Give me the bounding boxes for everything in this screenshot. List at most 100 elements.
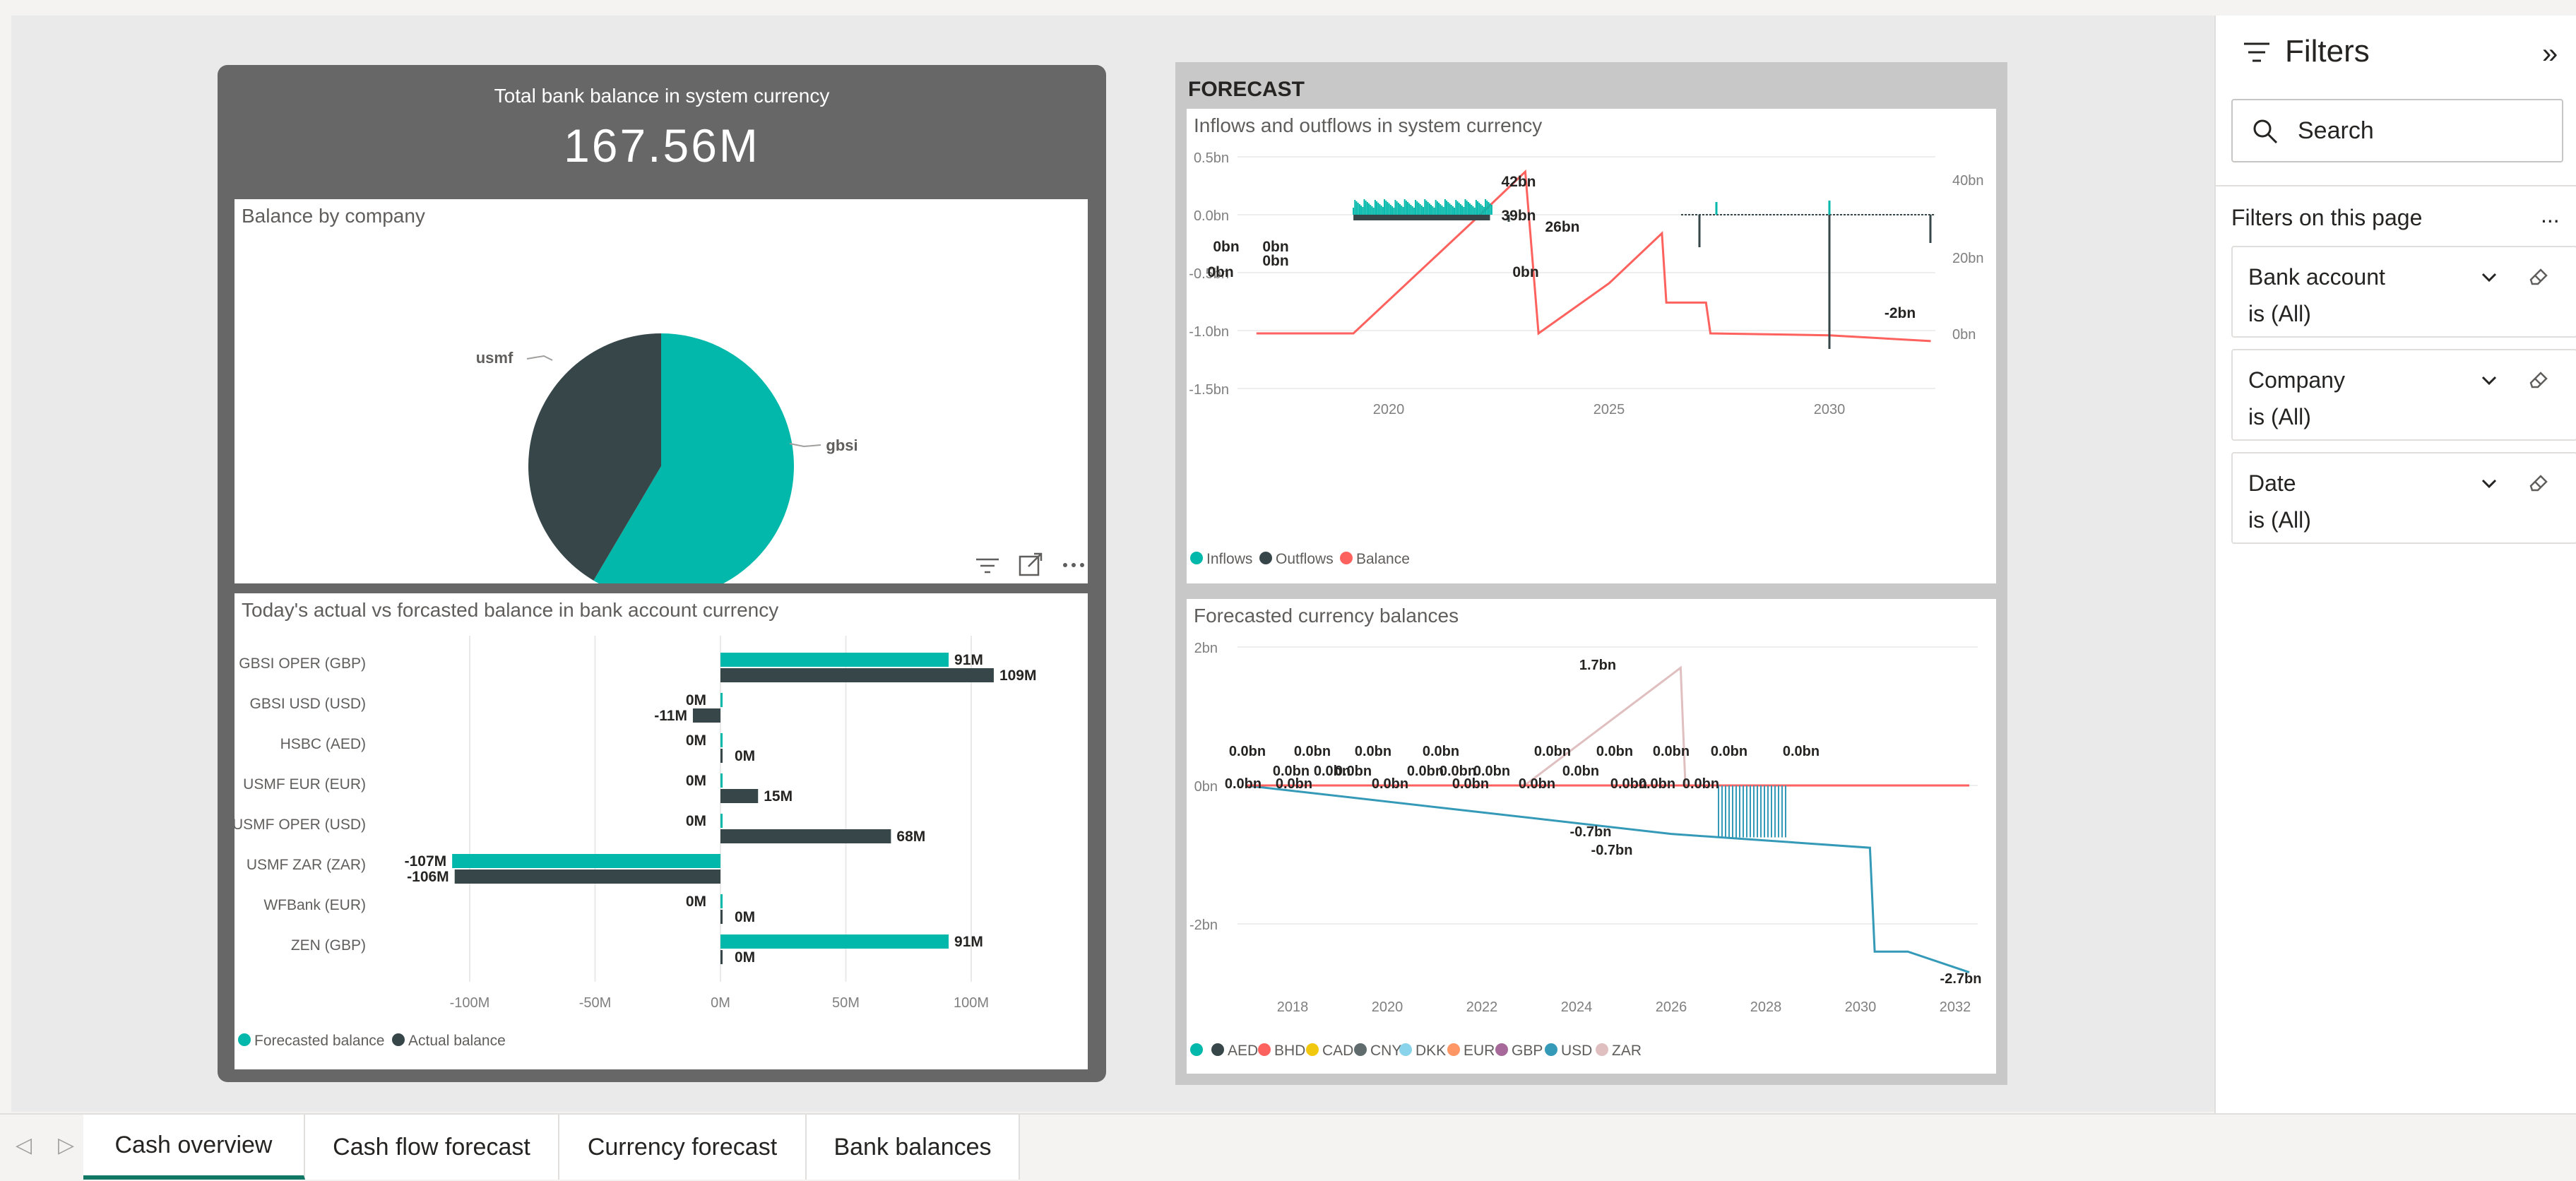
chevron-down-icon[interactable] xyxy=(2479,370,2500,391)
legend-marker xyxy=(1596,1043,1608,1056)
currency-data-label: 0.0bn xyxy=(1276,776,1312,792)
pie-label-usmf: usmf xyxy=(476,349,514,367)
x-tick-label: 2030 xyxy=(1814,402,1846,417)
bar-data-label: -106M xyxy=(407,869,449,885)
bar-actual[interactable] xyxy=(720,789,759,803)
pie-chart-svg: usmf gbsi xyxy=(476,333,1084,583)
currency-line-usd[interactable] xyxy=(1245,784,1970,974)
bar-data-label: 0M xyxy=(686,732,706,749)
x-tick-label: -100M xyxy=(450,995,490,1011)
category-label: ZEN (GBP) xyxy=(291,937,366,954)
filters-on-page-label: Filters on this page xyxy=(2231,205,2423,230)
x-tick-label: 2025 xyxy=(1593,402,1625,417)
x-tick-label: 0M xyxy=(711,995,730,1011)
pie-slice-usmf[interactable] xyxy=(528,333,661,581)
legend-label: Outflows xyxy=(1276,551,1334,567)
bar-forecasted[interactable] xyxy=(452,854,720,868)
currency-data-label: 0.0bn xyxy=(1473,764,1510,779)
bar-actual[interactable] xyxy=(454,870,720,884)
category-label: GBSI USD (USD) xyxy=(249,696,366,712)
balance-data-label: 26bn xyxy=(1545,219,1579,235)
bar-forecasted[interactable] xyxy=(720,733,723,747)
x-tick-label: 2022 xyxy=(1466,999,1498,1015)
currency-balances-visual[interactable]: Forecasted currency balances 2bn 0bn -2bn 2… xyxy=(1187,599,1996,1074)
filter-card-bank-account[interactable]: Bank account is (All) xyxy=(2231,246,2576,338)
focus-mode-icon[interactable] xyxy=(1019,552,1043,576)
x-tick-label: -50M xyxy=(579,995,612,1011)
legend-marker xyxy=(1190,1043,1203,1056)
tab-cash-flow-forecast[interactable]: Cash flow forecast xyxy=(305,1115,559,1180)
currency-data-label: 0.0bn xyxy=(1314,764,1351,779)
currency-data-label: -0.7bn xyxy=(1591,843,1633,858)
bar-forecasted[interactable] xyxy=(720,653,949,667)
balance-line[interactable] xyxy=(1256,169,1931,343)
filters-more-options[interactable]: ... xyxy=(2541,202,2560,227)
clear-filter-icon[interactable] xyxy=(2525,470,2551,496)
category-label: WFBank (EUR) xyxy=(263,897,366,913)
currency-chart-svg: 2bn 0bn -2bn 2018 2020 2022 2024 2026 2028 2030 20… xyxy=(1189,641,1981,1059)
filters-divider xyxy=(2216,185,2576,186)
balance-by-company-visual[interactable]: Balance by company usmf gbsi xyxy=(235,199,1088,583)
bar-data-label: 0M xyxy=(686,692,706,708)
filters-search-input[interactable]: Search xyxy=(2231,99,2563,162)
collapse-pane-icon[interactable]: » xyxy=(2542,38,2558,69)
inflows-outflows-visual[interactable]: Inflows and outflows in system currency … xyxy=(1187,109,1996,583)
bar-forecasted[interactable] xyxy=(720,934,949,949)
tab-bank-balances[interactable]: Bank balances xyxy=(807,1115,1020,1180)
search-placeholder: Search xyxy=(2298,117,2374,144)
currency-line-zar[interactable] xyxy=(1524,665,1687,787)
filter-card-company[interactable]: Company is (All) xyxy=(2231,349,2576,441)
currency-data-label: 1.7bn xyxy=(1579,658,1616,673)
y2-tick-label: 0bn xyxy=(1952,327,1976,343)
legend-marker xyxy=(1340,552,1353,564)
filters-title: Filters xyxy=(2285,34,2370,69)
currency-data-label: 0.0bn xyxy=(1294,744,1331,759)
bar-data-label: 0M xyxy=(735,909,755,925)
bar-actual[interactable] xyxy=(720,910,723,924)
pie-slice-gbsi[interactable] xyxy=(593,333,794,583)
y-tick-label: 2bn xyxy=(1194,641,1218,656)
bar-actual[interactable] xyxy=(720,749,723,763)
chevron-down-icon[interactable] xyxy=(2479,473,2500,494)
y-tick-label: -1.0bn xyxy=(1189,324,1229,340)
currency-data-label: 0.0bn xyxy=(1440,764,1476,779)
forecast-group: FORECAST Inflows and outflows in system … xyxy=(1175,62,2007,1085)
previous-page-icon[interactable]: ◁ xyxy=(16,1134,32,1157)
clear-filter-icon[interactable] xyxy=(2525,367,2551,393)
currency-data-label: 0.0bn xyxy=(1229,744,1266,759)
filter-card-date[interactable]: Date is (All) xyxy=(2231,452,2576,544)
legend-marker xyxy=(1258,1043,1271,1056)
bar-forecasted[interactable] xyxy=(720,773,723,788)
currency-data-label: 0.0bn xyxy=(1596,744,1633,759)
actual-vs-forecast-visual[interactable]: Today's actual vs forcasted balance in b… xyxy=(235,593,1088,1069)
bar-actual[interactable] xyxy=(720,950,723,964)
bar-actual[interactable] xyxy=(692,708,720,723)
bar-forecasted[interactable] xyxy=(720,814,723,828)
x-tick-label: 2020 xyxy=(1373,402,1405,417)
x-tick-label: 50M xyxy=(832,995,860,1011)
bar-forecasted[interactable] xyxy=(720,894,723,908)
y-tick-label: 0.5bn xyxy=(1194,150,1229,166)
filters-pane: Filters » Search Filters on this page ..… xyxy=(2214,16,2576,1116)
category-label: GBSI OPER (GBP) xyxy=(239,655,366,672)
y2-tick-label: 40bn xyxy=(1952,173,1984,189)
bar-actual[interactable] xyxy=(720,829,891,843)
bar-actual[interactable] xyxy=(720,668,994,682)
clear-filter-icon[interactable] xyxy=(2525,264,2551,290)
filter-card-name: Company xyxy=(2248,367,2345,393)
balance-data-label: 39bn xyxy=(1501,208,1536,224)
pie-title: Balance by company xyxy=(242,205,425,227)
bar-data-label: 0M xyxy=(735,949,755,966)
tab-currency-forecast[interactable]: Currency forecast xyxy=(559,1115,807,1180)
next-page-icon[interactable]: ▷ xyxy=(58,1134,75,1157)
more-options-icon[interactable] xyxy=(1063,563,1084,567)
forecast-group-title: FORECAST xyxy=(1188,78,1305,101)
currency-data-label: 0.0bn xyxy=(1610,776,1647,792)
bar-forecasted[interactable] xyxy=(720,693,723,707)
tab-cash-overview[interactable]: Cash overview xyxy=(83,1115,305,1180)
bar-chart-svg: -100M -50M 0M 50M 100M GBSI OPER (GBP) 91M 109M… xyxy=(235,636,1036,1049)
filter-icon[interactable] xyxy=(976,558,999,574)
chevron-down-icon[interactable] xyxy=(2479,267,2500,288)
legend-marker xyxy=(1495,1043,1508,1056)
filter-card-name: Bank account xyxy=(2248,264,2385,290)
